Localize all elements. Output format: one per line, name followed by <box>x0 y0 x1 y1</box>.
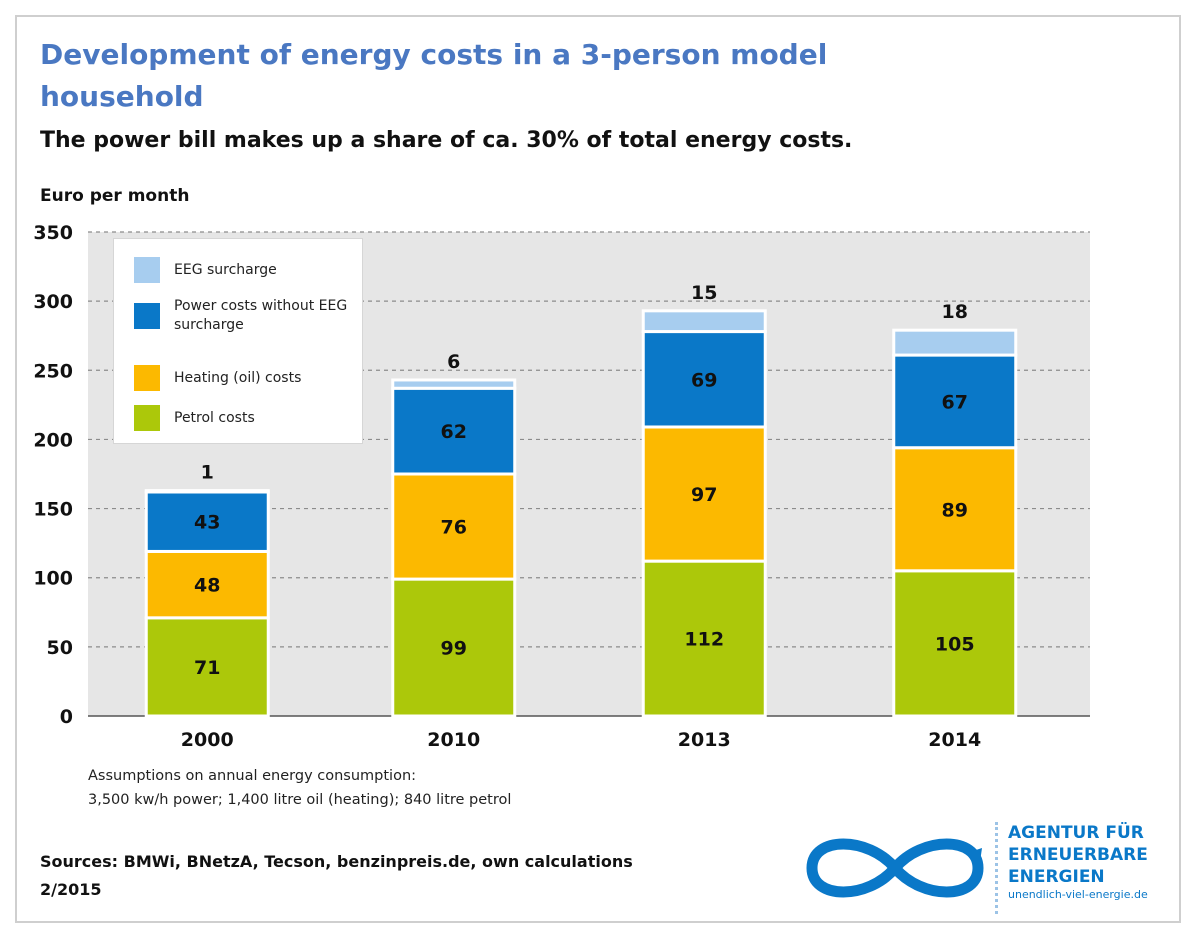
bar-2014-series-0 <box>892 569 1018 718</box>
data-label-2010-series-1: 76 <box>441 517 467 539</box>
sources-line-1: Sources: BMWi, BNetzA, Tecson, benzinpre… <box>40 852 633 871</box>
legend-swatch-heating-costs <box>134 365 160 391</box>
sources-date: 2/2015 <box>40 880 102 899</box>
x-tick-2014: 2014 <box>928 729 981 751</box>
logo-wordmark: AGENTUR FÜR ERNEUERBARE ENERGIEN unendli… <box>995 822 1175 914</box>
legend-label-eeg-surcharge: EEG surcharge <box>174 261 277 278</box>
bar-2000-series-3 <box>144 489 270 494</box>
bars: 71 48 43 1 99 76 62 6 112 97 69 15 105 89 67 18 <box>144 282 1018 718</box>
y-tick-50: 50 <box>47 637 73 659</box>
infinity-icon <box>806 838 984 898</box>
data-label-2014-series-3: 18 <box>942 301 968 323</box>
legend: EEG surcharge Power costs without EEG su… <box>113 238 363 444</box>
x-tick-2000: 2000 <box>181 729 234 751</box>
legend-item-power-costs: Power costs without EEG surcharge <box>134 297 354 335</box>
chart-subtitle: The power bill makes up a share of ca. 3… <box>40 128 853 153</box>
y-tick-150: 150 <box>33 499 73 521</box>
logo-url: unendlich-viel-energie.de <box>1008 888 1148 901</box>
y-tick-250: 250 <box>33 360 73 382</box>
legend-swatch-petrol-costs <box>134 405 160 431</box>
data-label-2010-series-0: 99 <box>441 638 467 660</box>
bar-2014-series-1 <box>892 446 1018 573</box>
y-tick-200: 200 <box>33 429 73 451</box>
data-label-2010-series-3: 6 <box>447 351 460 373</box>
chart-title: Development of energy costs in a 3-perso… <box>40 38 828 113</box>
legend-item-petrol-costs: Petrol costs <box>134 405 255 431</box>
bar-2010-series-2 <box>391 386 517 476</box>
data-label-2013-series-2: 69 <box>691 369 717 391</box>
legend-swatch-power-costs <box>134 303 160 329</box>
y-tick-100: 100 <box>33 568 73 590</box>
data-label-2014-series-2: 67 <box>942 391 968 413</box>
bar-2000-series-2 <box>144 490 270 553</box>
bar-2000-series-1 <box>144 549 270 620</box>
y-tick-labels: 0 50 100 150 200 250 300 350 <box>33 222 73 728</box>
data-label-2000-series-1: 48 <box>194 575 220 597</box>
data-label-2014-series-1: 89 <box>942 499 968 521</box>
data-label-2000-series-0: 71 <box>194 657 220 679</box>
logo-line-3: ENERGIEN <box>1008 867 1105 887</box>
legend-swatch-eeg-surcharge <box>134 257 160 283</box>
chart-frame <box>15 15 1181 923</box>
logo-line-2: ERNEUERBARE <box>1008 845 1148 865</box>
legend-label-petrol-costs: Petrol costs <box>174 409 255 426</box>
sources-note: Sources: BMWi, BNetzA, Tecson, benzinpre… <box>40 848 740 904</box>
x-tick-2013: 2013 <box>678 729 731 751</box>
data-label-2000-series-3: 1 <box>201 462 214 484</box>
assumptions-note-line-1: Assumptions on annual energy consumption… <box>88 768 417 784</box>
bar-2010-series-3 <box>391 378 517 390</box>
data-label-2013-series-1: 97 <box>691 484 717 506</box>
legend-item-heating-costs: Heating (oil) costs <box>134 365 301 391</box>
y-tick-300: 300 <box>33 291 73 313</box>
y-axis-label: Euro per month <box>40 186 190 206</box>
data-label-2000-series-2: 43 <box>194 512 220 534</box>
bar-2013-series-3 <box>641 309 767 334</box>
legend-label-power-costs: Power costs without EEG surcharge <box>174 298 348 333</box>
y-tick-350: 350 <box>33 222 73 244</box>
bar-2014-series-3 <box>892 328 1018 357</box>
bar-2000-series-0 <box>144 616 270 718</box>
x-tick-2010: 2010 <box>427 729 480 751</box>
data-label-2014-series-0: 105 <box>935 633 975 655</box>
y-tick-0: 0 <box>60 706 73 728</box>
legend-label-heating-costs: Heating (oil) costs <box>174 369 302 386</box>
bar-2013-series-0 <box>641 559 767 718</box>
legend-item-eeg-surcharge: EEG surcharge <box>134 257 277 283</box>
bar-2014-series-2 <box>892 353 1018 450</box>
bar-2010-series-0 <box>391 577 517 718</box>
x-tick-labels: 2000 2010 2013 2014 <box>181 729 981 751</box>
bar-2010-series-1 <box>391 472 517 581</box>
data-label-2010-series-2: 62 <box>441 421 467 443</box>
data-label-2013-series-3: 15 <box>691 282 717 304</box>
assumptions-note-line-2: 3,500 kw/h power; 1,400 litre oil (heati… <box>88 792 512 808</box>
data-label-2013-series-0: 112 <box>684 629 724 651</box>
bar-2013-series-2 <box>641 330 767 429</box>
logo-line-1: AGENTUR FÜR <box>1008 823 1144 843</box>
